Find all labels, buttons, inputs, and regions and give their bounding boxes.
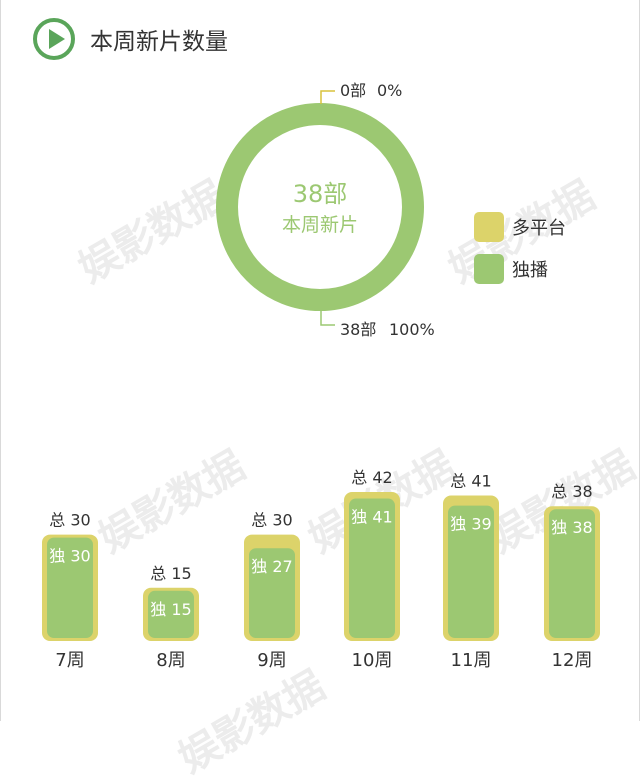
header: 本周新片数量 [32, 16, 228, 62]
bar-total-label: 总 38 [551, 482, 592, 501]
bar-exclusive [549, 509, 595, 638]
legend-item-exclusive: 独播 [474, 254, 566, 284]
legend-swatch-exclusive [474, 254, 504, 284]
legend-label-exclusive: 独播 [512, 260, 548, 281]
legend-swatch-multi-platform [474, 212, 504, 242]
donut-slice-exclusive [216, 103, 424, 311]
bar-exclusive [349, 498, 395, 638]
bar-exclusive [47, 537, 93, 638]
bar-exclusive [148, 590, 194, 638]
slice-percent-multi-platform: 0% [377, 81, 402, 100]
bar-total-label: 总 30 [251, 511, 292, 530]
bar-exclusive-label: 独 30 [49, 547, 90, 566]
slice-count-multi-platform: 0部 [340, 81, 366, 100]
slice-percent-exclusive: 100% [389, 320, 435, 339]
x-tick-label: 7周 [55, 650, 84, 671]
page-title: 本周新片数量 [90, 29, 228, 55]
x-tick-label: 10周 [352, 650, 393, 671]
bar-exclusive-label: 独 38 [551, 518, 592, 537]
slice-count-exclusive: 38部 [340, 320, 376, 339]
x-tick-label: 9周 [257, 650, 286, 671]
x-tick-label: 12周 [552, 650, 593, 671]
bar-exclusive [249, 548, 295, 638]
play-icon [33, 18, 75, 60]
legend-label-multi-platform: 多平台 [512, 218, 566, 239]
bar-total-label: 总 42 [351, 468, 392, 487]
leader-line-exclusive [320, 310, 335, 326]
bar-exclusive [448, 505, 494, 638]
bar-total-label: 总 30 [49, 511, 90, 530]
bar-total-label: 总 41 [450, 472, 491, 491]
bar-exclusive-label: 独 15 [150, 600, 191, 619]
bar-total-label: 总 15 [150, 564, 191, 583]
legend-item-multi-platform: 多平台 [474, 212, 566, 242]
legend: 多平台 独播 [474, 212, 566, 296]
bar-chart: 总 30 独 30 7周 总 15 独 15 8周 总 30 独 27 9周 总 42 独 41 10… [42, 468, 600, 671]
donut-center-label: 本周新片 [282, 214, 358, 236]
donut-center-value: 38部 [293, 180, 348, 208]
bar-exclusive-label: 独 39 [450, 515, 491, 534]
bar-exclusive-label: 独 27 [251, 557, 292, 576]
x-tick-label: 8周 [156, 650, 185, 671]
donut-chart: 0部 0% 38部 100% 38部 本周新片 [216, 81, 435, 339]
x-tick-label: 11周 [451, 650, 492, 671]
leader-line-multi-platform [320, 90, 335, 104]
bar-exclusive-label: 独 41 [351, 508, 392, 527]
